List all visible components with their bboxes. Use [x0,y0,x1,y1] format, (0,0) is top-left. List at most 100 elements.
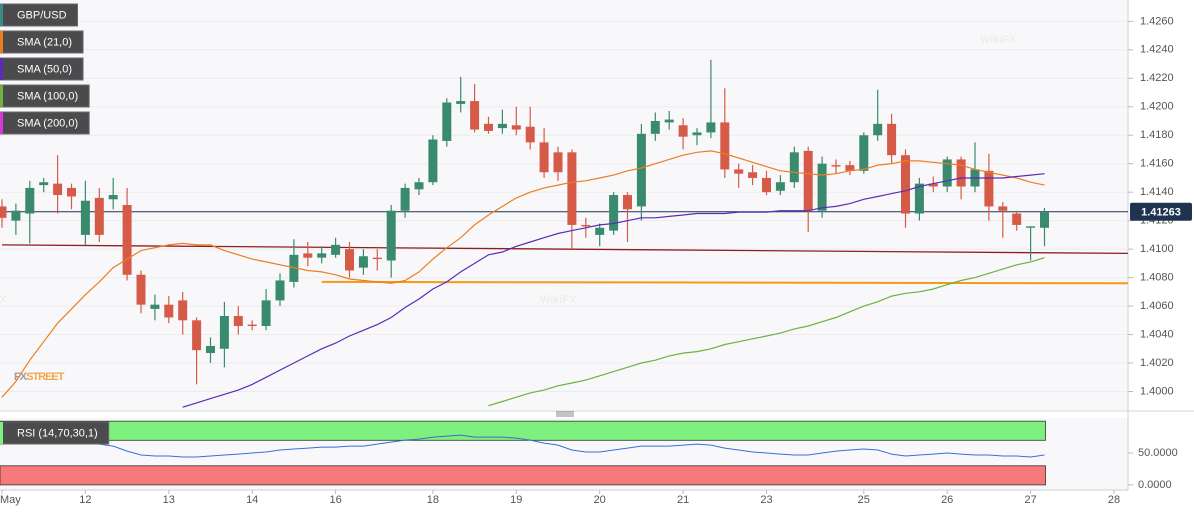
legend-swatch [0,422,3,444]
y-tick-label: 1.4080 [1140,272,1174,284]
brand-street: STREET [26,371,65,383]
rsi-plot [0,420,1046,486]
candle-body [748,172,758,178]
legend-box [0,421,110,445]
candle-body [581,224,591,227]
watermark: WikiFX [540,294,577,306]
candle-body [345,249,354,271]
candle-body [108,195,118,200]
candle-body [67,187,76,197]
candle-body [11,210,21,221]
y-tick-label: 1.4240 [1140,44,1174,56]
separator-handle[interactable] [556,411,574,417]
rsi-legend[interactable]: RSI (14,70,30,1) [0,421,110,445]
legend-item[interactable]: SMA (200,0) [0,111,90,135]
candle-body [178,300,188,321]
legend-box [0,57,84,81]
y-tick-label: 1.4140 [1140,186,1174,198]
candle-body [609,195,619,231]
trend-line [1,244,1128,255]
candle-body [164,304,174,318]
candle-body [39,182,49,186]
x-tick-label: 14 [246,494,258,506]
candle-body [664,119,674,123]
legend-label: SMA (200,0) [17,117,78,129]
line-series [1,434,1045,458]
x-tick-label: 12 [79,494,91,506]
candle-body [331,244,341,255]
legend-swatch [0,4,3,26]
rsi-zone [0,420,1046,441]
candle-body [720,122,730,170]
x-tick-label: 28 [1108,494,1120,506]
candle-body [692,132,702,136]
legend-box [0,111,90,135]
candle-body [636,133,646,207]
y-tick-label: 1.4060 [1140,300,1174,312]
y-tick-label: 1.4040 [1140,328,1174,340]
candle-body [623,195,632,210]
legend-label: SMA (50,0) [17,63,72,75]
x-tick-label: 23 [760,494,772,506]
candle-body [456,101,466,104]
candle-body [372,257,382,260]
candle-body [831,165,841,167]
legend-label: SMA (100,0) [17,90,78,102]
x-tick-label: 27 [1024,494,1036,506]
candle-body [386,210,396,261]
candle-body [470,101,480,130]
candle-body [192,320,202,351]
candle-body [956,159,966,187]
main-plot [0,59,1128,408]
candle-body [0,206,7,218]
candle-body [942,159,952,187]
candle-body [984,170,994,207]
candle-body [233,316,243,327]
trend-line [321,280,1128,285]
candle-body [261,300,271,327]
legend-label: SMA (21,0) [17,36,72,48]
candle-body [289,254,299,282]
brand-logo: FXSTREET [14,371,65,383]
candle-body [775,182,785,191]
legend: GBP/USD SMA (21,0) SMA (50,0) SMA (100,0) SM… [0,3,110,445]
candle-body [901,155,910,214]
legend-item[interactable]: SMA (50,0) [0,57,84,81]
rsi-zone [0,465,1046,486]
y-tick-label: 1.4100 [1140,243,1174,255]
candle-body [1012,213,1022,225]
y-tick-label: 1.4200 [1140,101,1174,113]
y-tick-label: 0.0000 [1138,479,1172,491]
rsi-title: RSI (14,70,30,1) [17,427,98,439]
legend-item[interactable]: SMA (100,0) [0,84,90,108]
watermark: WikiFX [980,34,1017,46]
watermark: WikiFX [0,294,7,306]
candle-body [303,253,313,258]
legend-item[interactable]: GBP/USD [0,3,79,27]
candle-body [650,121,660,134]
legend-swatch [0,85,3,107]
legend-item[interactable]: SMA (21,0) [0,30,84,54]
candle-body [94,197,104,235]
y-tick-label: 1.4000 [1140,385,1174,397]
candle-body [553,152,563,173]
candle-body [887,123,897,156]
legend-box [0,3,79,27]
candle-body [1026,226,1036,228]
y-tick-label: 50.0000 [1138,447,1178,459]
line-series [1,150,1045,398]
y-tick-label: 1.4020 [1140,357,1174,369]
candle-body [25,187,35,214]
x-tick-label: 21 [677,494,689,506]
y-tick-label: 1.4220 [1140,72,1174,84]
candle-body [678,125,688,137]
candle-body [484,123,493,131]
x-tick-label: 19 [510,494,522,506]
line-series [182,173,1045,408]
candle-body [511,125,521,130]
candle-body [859,135,869,171]
last-price-box [1130,202,1192,221]
candle-body [567,152,577,225]
y-tick-label: 1.4180 [1140,129,1174,141]
